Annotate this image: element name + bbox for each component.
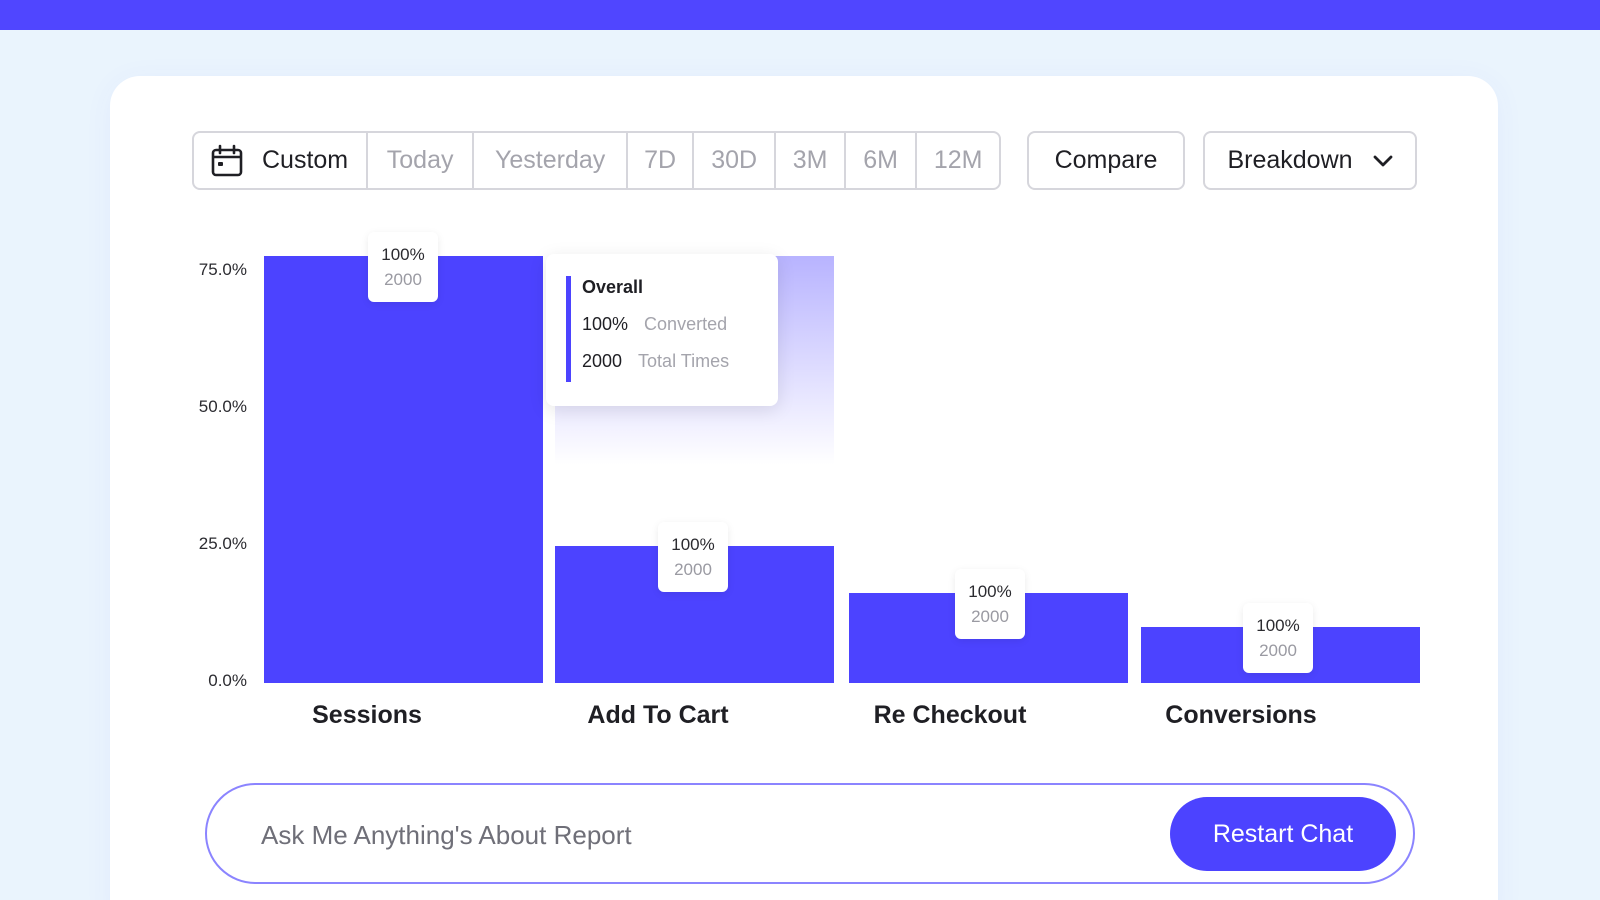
tooltip-row-converted: 100% Converted — [582, 314, 727, 335]
breakdown-dropdown[interactable]: Breakdown — [1203, 131, 1417, 190]
chart-tooltip: Overall 100% Converted 2000 Total Times — [546, 254, 778, 406]
tooltip-label: Total Times — [638, 351, 730, 371]
range-option-label: Custom — [262, 146, 349, 174]
range-option-6m[interactable]: 6M — [844, 133, 915, 188]
calendar-icon — [210, 144, 244, 178]
x-category-label: Conversions — [1165, 701, 1317, 729]
y-tick-label: 75.0% — [198, 260, 247, 279]
x-category-label: Re Checkout — [873, 701, 1027, 729]
bar-count: 2000 — [1259, 640, 1297, 660]
compare-button[interactable]: Compare — [1027, 131, 1185, 190]
x-category-label: Sessions — [312, 701, 422, 729]
tooltip-row-total: 2000 Total Times — [582, 351, 729, 372]
bar-count: 2000 — [674, 560, 712, 579]
y-tick-label: 25.0% — [198, 534, 247, 553]
range-option-30d[interactable]: 30D — [692, 133, 774, 188]
x-category-label: Add To Cart — [587, 701, 729, 729]
top-accent-bar — [0, 0, 1600, 30]
range-option-12m[interactable]: 12M — [915, 133, 999, 188]
range-option-custom[interactable]: Custom — [194, 133, 366, 188]
tooltip-label: Converted — [644, 314, 728, 334]
breakdown-label: Breakdown — [1227, 146, 1353, 174]
bar-sessions[interactable] — [264, 255, 543, 683]
tooltip-accent — [566, 276, 571, 382]
bar-percent: 100% — [671, 535, 715, 554]
bar-percent: 100% — [968, 581, 1012, 601]
date-range-selector: Custom Today Yesterday 7D 30D 3M 6M 12M — [192, 131, 1002, 190]
bar-count: 2000 — [384, 269, 422, 289]
bar-data-label: 100% 2000 — [658, 522, 728, 592]
restart-chat-button[interactable]: Restart Chat — [1170, 797, 1396, 871]
bar-data-label: 100% 2000 — [955, 568, 1025, 639]
bar-data-label: 100% 2000 — [1243, 602, 1313, 673]
tooltip-title: Overall — [582, 277, 644, 297]
chat-input[interactable] — [261, 815, 1121, 855]
range-option-3m[interactable]: 3M — [774, 133, 844, 188]
tooltip-value: 100% — [582, 314, 629, 334]
y-tick-label: 0.0% — [208, 671, 247, 690]
compare-label: Compare — [1054, 146, 1158, 174]
range-option-7d[interactable]: 7D — [626, 133, 692, 188]
chat-bar: Restart Chat — [205, 783, 1415, 884]
range-option-yesterday[interactable]: Yesterday — [472, 133, 626, 188]
bar-count: 2000 — [971, 606, 1009, 626]
bar-percent: 100% — [1256, 615, 1300, 635]
bar-data-label: 100% 2000 — [368, 231, 438, 302]
tooltip-value: 2000 — [582, 351, 623, 371]
chevron-down-icon — [1373, 146, 1393, 175]
bar-percent: 100% — [381, 244, 425, 264]
y-tick-label: 50.0% — [198, 397, 247, 416]
range-option-today[interactable]: Today — [366, 133, 472, 188]
